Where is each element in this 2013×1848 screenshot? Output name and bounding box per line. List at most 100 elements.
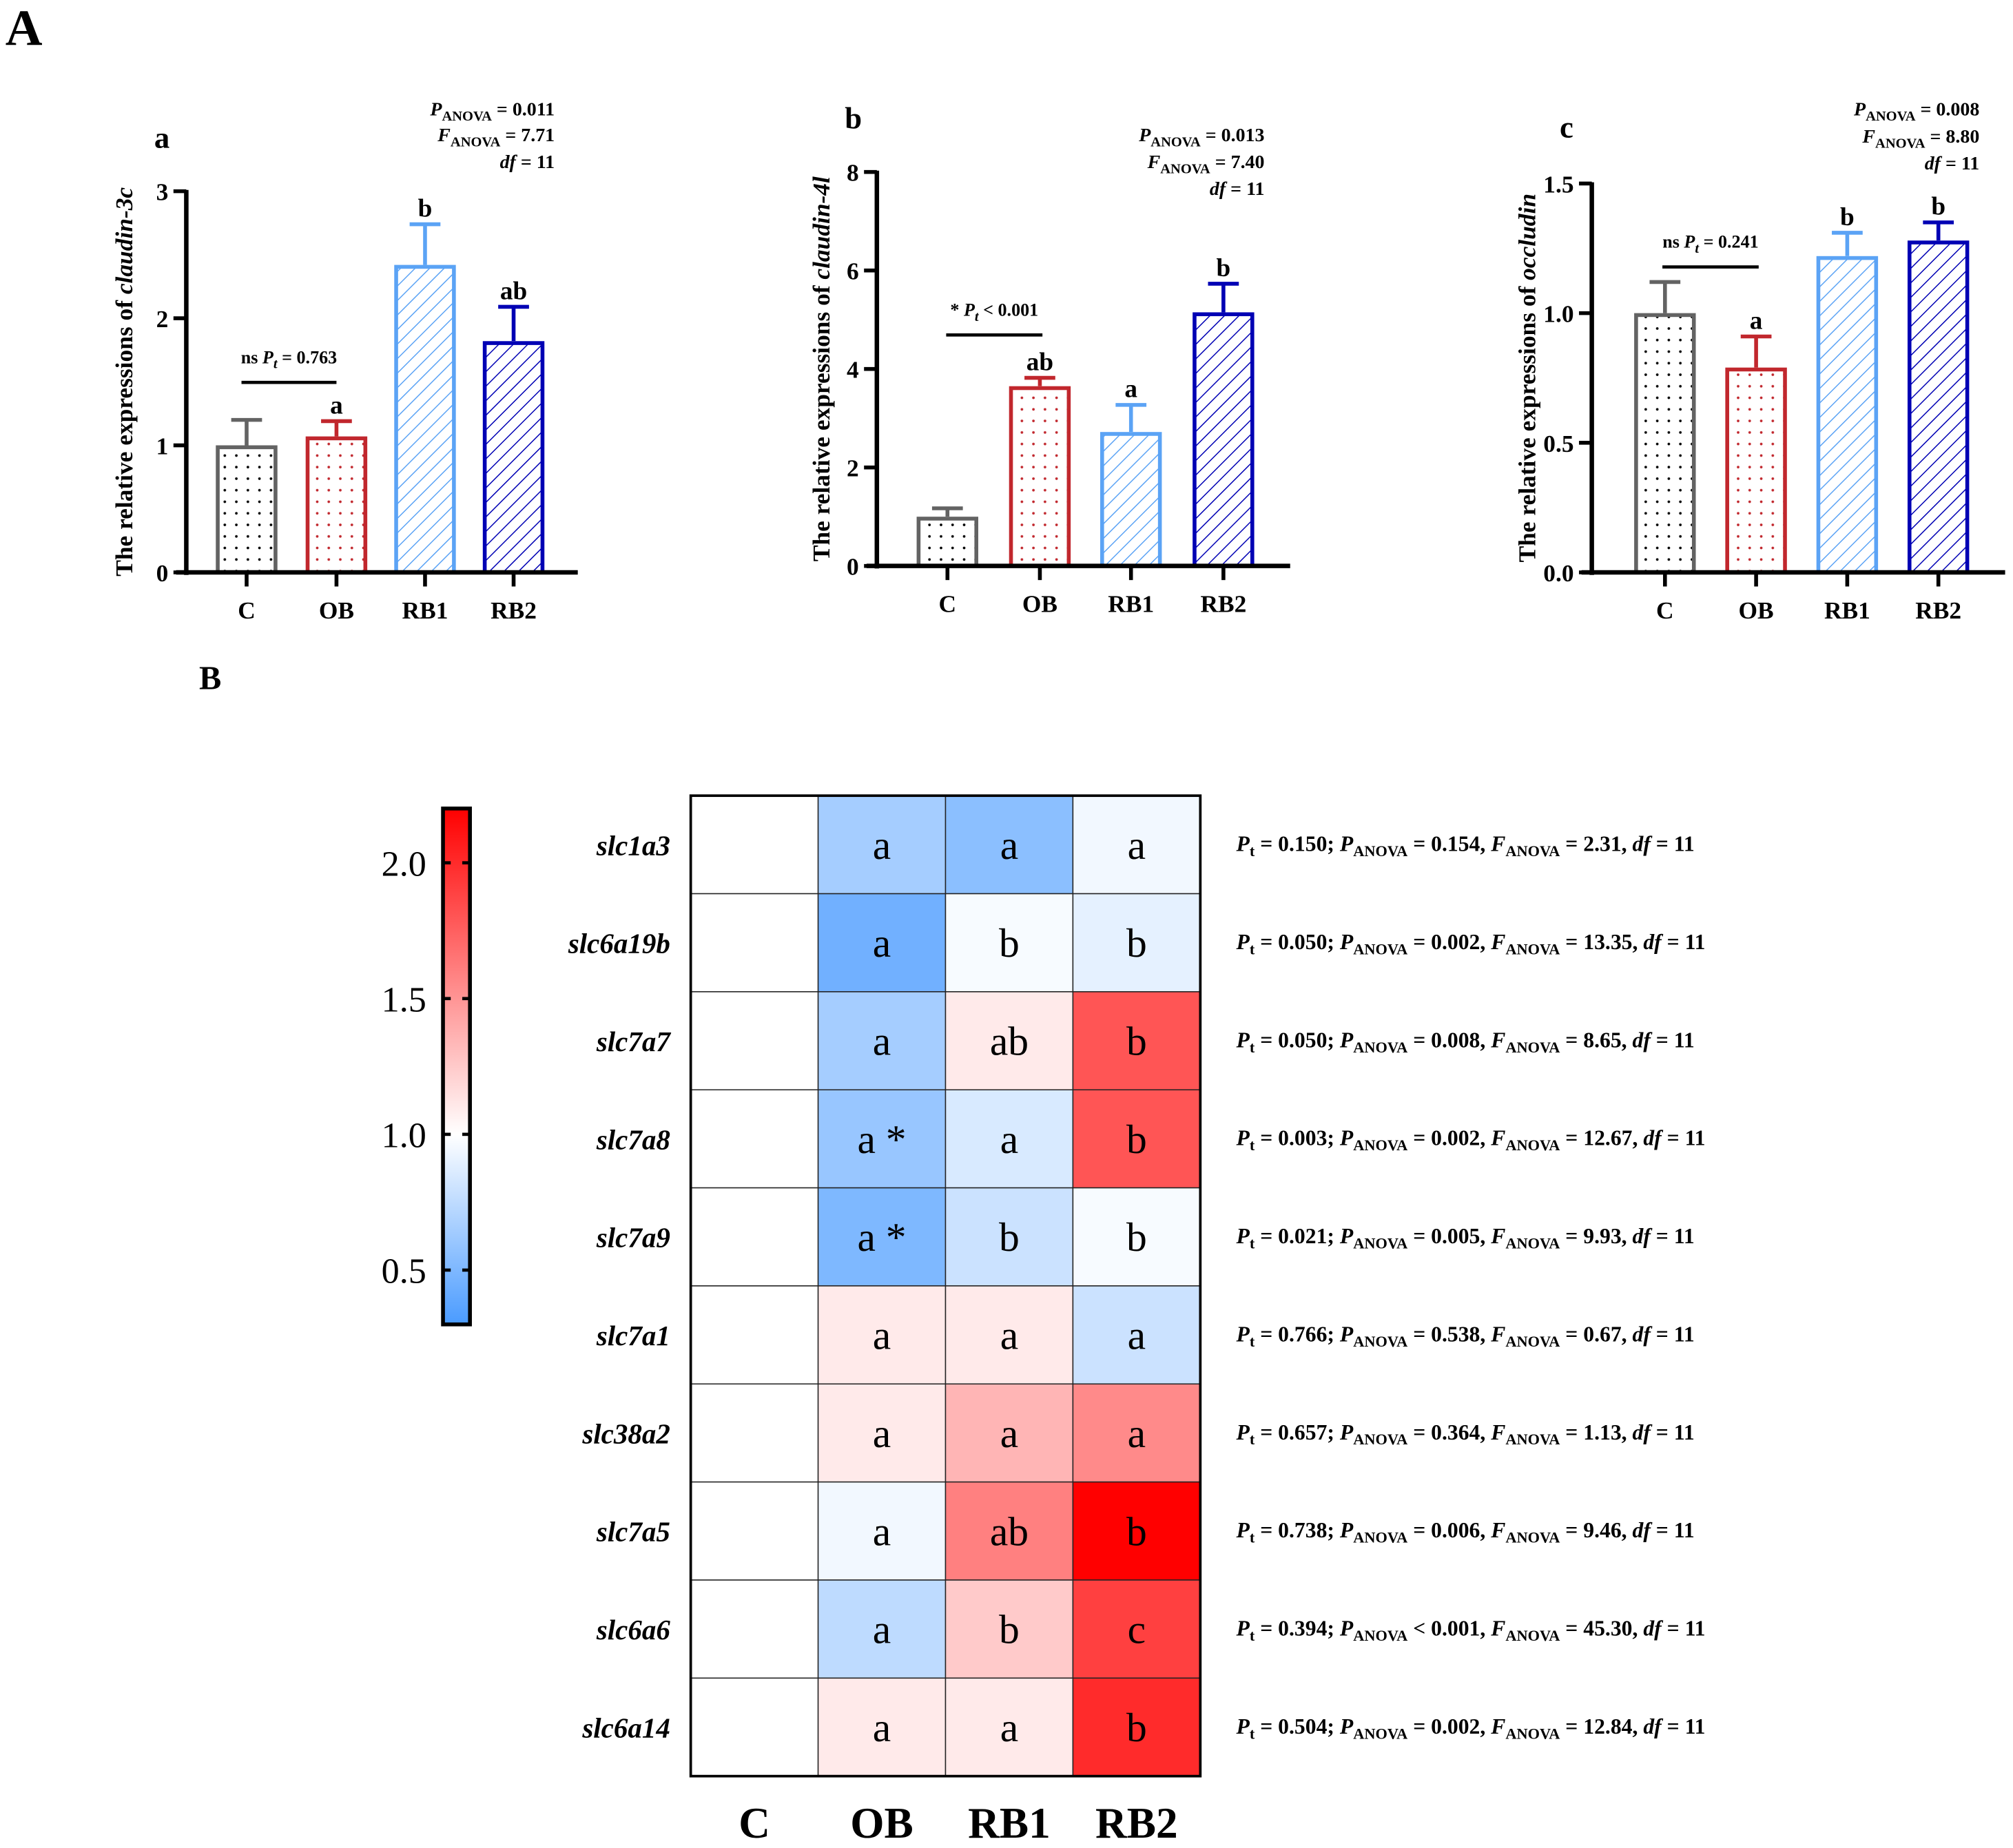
stat-symbol: P [1339,1420,1354,1444]
bar-RB2 [482,341,545,574]
stat-symbol: df [500,152,518,173]
cell-letter: a [873,1705,891,1750]
stat-symbol: F [1147,152,1161,173]
colorbar: 0.5 1.0 1.5 2.0 [382,807,472,1327]
cell-letter: a [1000,822,1018,868]
stat-symbol: df [1643,1714,1664,1738]
row-label-gene: slc7a5 [596,1516,670,1548]
x-tick-label: RB1 [1108,590,1154,618]
heatmap-cell [690,893,819,993]
panel-label-B: B [199,661,221,697]
cell-letter: b [1126,1214,1147,1260]
row-stats: Pt = 0.003; PANOVA = 0.002, FANOVA = 12.… [1236,1126,1706,1154]
stat-df: 11 [1674,1420,1695,1444]
stat-subscript: ANOVA [1353,1627,1407,1644]
y-tick-label: 0 [847,553,859,581]
bar-OB [1009,386,1071,568]
stat-symbol: P [1339,930,1354,954]
stat-subscript: ANOVA [1505,1039,1560,1056]
stat-value: 11 [537,152,555,173]
row-stats: Pt = 0.150; PANOVA = 0.154, FANOVA = 2.3… [1236,832,1695,860]
comparison-significance: * [950,300,959,320]
row-stats: Pt = 0.021; PANOVA = 0.005, FANOVA = 9.9… [1236,1224,1695,1252]
panel-letter: b [845,101,862,135]
stat-value: 0.008 [1936,99,1979,121]
stat-subscript: t [1250,1039,1255,1056]
row-stats: Pt = 0.394; PANOVA < 0.001, FANOVA = 45.… [1236,1616,1706,1643]
stat-subscript: ANOVA [1875,136,1926,151]
stat-symbol: P [262,347,274,367]
y-axis-label: The relative expressions of claudin-3c [110,187,138,577]
heatmap-cell [1072,1579,1201,1679]
column-label: C [739,1799,770,1847]
stat-value: 0.011 [513,99,555,121]
stat-f-anova: 13.35 [1583,930,1632,954]
stat-f-anova: 12.84 [1583,1714,1632,1738]
stat-symbol: F [1490,1322,1505,1346]
stat-symbol: F [1861,126,1875,147]
stat-symbol: F [1490,1224,1505,1248]
comparison-significance: ns [1662,232,1680,252]
cell-letter: a [873,1508,891,1554]
heatmap-cell [690,1285,819,1385]
heatmap-cell [1072,1187,1201,1287]
bar-RB1 [1100,432,1162,568]
stat-subscript: ANOVA [1505,940,1560,957]
heatmap-cell [817,991,947,1090]
y-tick-label: 4 [847,356,859,384]
stat-subscript: t [1250,940,1255,957]
cell-letter: b [1126,1117,1147,1162]
y-tick-label: 2 [156,305,169,333]
stat-p-anova: 0.005 [1431,1224,1480,1248]
stat-df: 11 [1674,1028,1695,1052]
x-tick-label: OB [319,596,354,624]
colorbar-tick-label: 2.0 [382,844,426,884]
stat-symbol: P [1236,1322,1250,1346]
stat-symbol: P [1236,1028,1250,1052]
stat-line: FANOVA = 7.71 [437,125,555,149]
stat-df: 11 [1685,1714,1706,1738]
comparison-label: ns Pt = 0.763 [241,347,337,371]
y-tick-label: 0.0 [1543,559,1573,587]
heatmap-cell [944,1187,1074,1287]
stat-operator: = [1413,930,1425,954]
heatmap-cell [817,1285,947,1385]
significance-letter: b [418,194,433,222]
stat-operator: = [505,125,516,146]
bar-C [216,445,278,574]
stat-subscript: ANOVA [442,109,492,124]
comparison-label: * Pt < 0.001 [950,300,1038,324]
stat-symbol: F [1490,832,1505,856]
stat-df: 11 [1674,1224,1695,1248]
heatmap-cell [817,1187,947,1287]
stat-symbol: df [1633,1518,1653,1542]
y-label-prefix: The relative expressions of [1514,280,1541,563]
stat-operator: = [1413,1714,1425,1738]
stat-subscript: t [1250,1431,1255,1448]
y-label-gene: claudin-3c [110,187,138,295]
stat-symbol: F [1490,1616,1505,1640]
stat-operator: = [1413,1518,1425,1542]
stat-subscript: t [1250,1529,1255,1546]
row-label-gene: slc6a19b [568,928,670,959]
stat-symbol: P [1236,1224,1250,1248]
cell-letter: a [1128,1313,1146,1358]
cell-letter: a [873,1607,891,1652]
stat-f-anova: 0.67 [1583,1322,1622,1346]
heatmap-cell [690,1481,819,1581]
stat-p-anova: 0.008 [1431,1028,1480,1052]
stat-symbol: P [1339,1224,1354,1248]
stat-subscript: ANOVA [1505,1627,1560,1644]
stat-line: FANOVA = 8.80 [1861,126,1979,151]
stat-pt: 0.394 [1278,1616,1327,1640]
stat-pt: 0.657 [1278,1420,1327,1444]
row-label-gene: slc38a2 [581,1418,670,1449]
stat-operator: = [1413,1322,1425,1346]
stat-subscript: ANOVA [1505,1725,1560,1742]
stat-symbol: F [1490,1420,1505,1444]
stat-subscript: t [1250,1235,1255,1252]
stat-symbol: F [1490,1028,1505,1052]
comparison-operator: < [983,300,993,320]
y-tick-label: 1.5 [1543,170,1573,198]
stat-operator: = [1413,832,1425,856]
